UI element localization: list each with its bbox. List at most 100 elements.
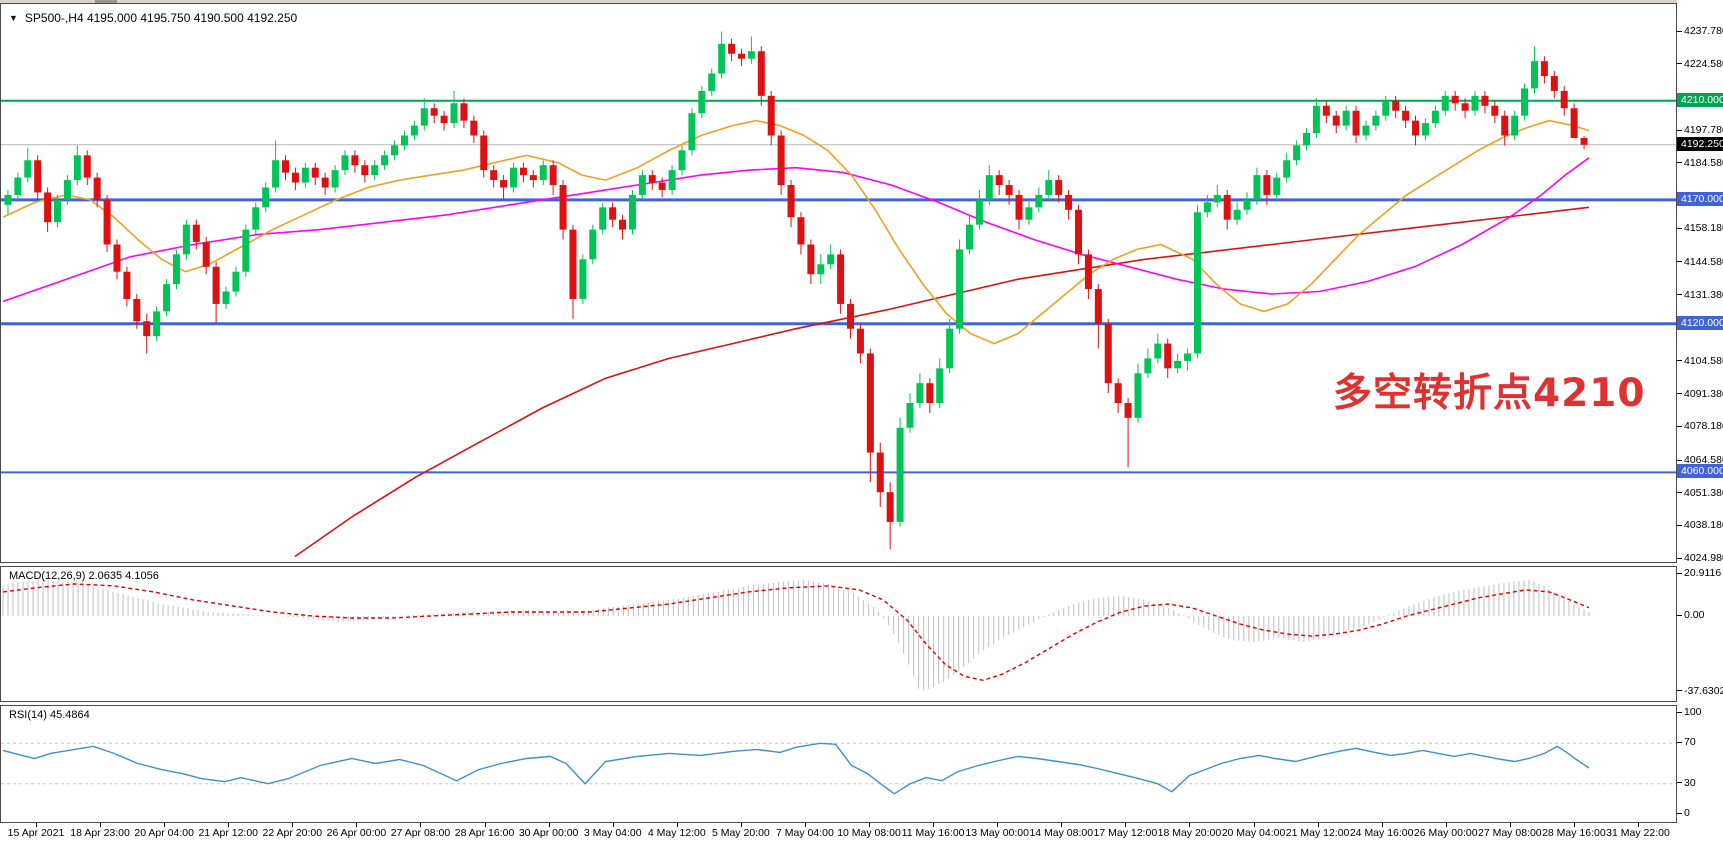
time-tick-label: 22 Apr 20:00	[262, 827, 323, 839]
time-tick	[548, 823, 550, 827]
time-tick	[292, 823, 294, 827]
macd-tick-label-tick	[1677, 614, 1682, 616]
price-tick-label: 4197.780	[1684, 124, 1723, 137]
time-tick-label: 28 May 16:00	[1542, 827, 1606, 839]
rsi-label: RSI(14) 45.4864	[9, 709, 90, 721]
time-tick	[1253, 823, 1255, 827]
macd-label: MACD(12,26,9) 2.0635 4.1056	[9, 570, 159, 582]
macd-panel[interactable]: MACD(12,26,9) 2.0635 4.1056	[0, 566, 1677, 702]
main-chart-panel[interactable]: ▼ SP500-,H4 4195.000 4195.750 4190.500 41…	[0, 3, 1677, 563]
time-tick	[164, 823, 166, 827]
price-tick-label-tick	[1677, 129, 1682, 131]
rsi-tick-label: 70	[1684, 736, 1696, 749]
price-tick-label-tick	[1677, 294, 1682, 296]
time-tick-label: 7 May 04:00	[776, 827, 834, 839]
time-tick-label: 14 May 08:00	[1029, 827, 1094, 839]
price-tick-label: 4237.780	[1684, 25, 1723, 37]
time-tick	[1445, 823, 1447, 827]
price-tick-label: 4104.580	[1684, 354, 1723, 367]
time-tick	[1638, 823, 1639, 827]
time-tick-label: 11 May 16:00	[901, 827, 965, 839]
time-tick	[933, 823, 935, 827]
price-tick-label: 4184.580	[1684, 156, 1723, 169]
time-tick	[1381, 823, 1383, 827]
rsi-tick-label-tick	[1677, 711, 1682, 713]
time-tick-label: 4 May 12:00	[647, 827, 706, 839]
time-tick-label: 27 Apr 08:00	[390, 827, 451, 839]
time-tick	[1125, 823, 1127, 827]
time-tick-label: 13 May 00:00	[965, 827, 1029, 839]
price-badge-4060.000: 4060.000	[1677, 464, 1723, 479]
symbol-info: ▼ SP500-,H4 4195.000 4195.750 4190.500 41…	[9, 11, 297, 25]
macd-tick-label: -37.6302	[1684, 684, 1723, 697]
price-tick-label: 4144.580	[1684, 255, 1723, 268]
price-tick-label: 4224.580	[1684, 57, 1723, 70]
macd-tick-label-tick	[1677, 690, 1682, 692]
time-tick-label: 3 May 04:00	[583, 827, 642, 839]
time-tick	[100, 823, 102, 827]
price-tick-label-tick	[1677, 557, 1682, 559]
price-axis[interactable]: 4237.780 4224.580 4197.780 4184.580 4158.180…	[1677, 0, 1723, 823]
macd-tick-label-tick	[1677, 572, 1682, 574]
time-tick	[36, 823, 37, 827]
price-tick-label-tick	[1677, 162, 1682, 164]
time-tick	[1061, 823, 1063, 827]
macd-tick-label: 20.9116	[1684, 567, 1722, 579]
candlestick-plot[interactable]	[1, 4, 1676, 562]
price-badge-4210.000: 4210.000	[1677, 92, 1723, 107]
time-tick-label: 26 May 00:00	[1413, 827, 1478, 839]
time-tick	[997, 823, 999, 827]
time-tick-label: 18 Apr 23:00	[70, 827, 130, 839]
time-tick	[804, 823, 806, 827]
price-tick-label: 4158.180	[1684, 222, 1723, 235]
price-tick-label-tick	[1677, 393, 1682, 395]
price-tick-label-tick	[1677, 227, 1682, 229]
time-tick	[676, 823, 678, 827]
time-tick-label: 31 May 22:00	[1606, 827, 1670, 839]
symbol-ohlc-text: SP500-,H4 4195.000 4195.750 4190.500 419…	[24, 11, 298, 25]
price-tick-label: 4051.380	[1684, 486, 1723, 499]
time-tick-label: 30 Apr 00:00	[518, 827, 579, 839]
time-tick-label: 27 May 08:00	[1478, 827, 1542, 839]
window-top-edge	[0, 0, 1723, 3]
time-axis[interactable]: 15 Apr 2021 18 Apr 23:00 20 Apr 04:00 21 Ap…	[0, 823, 1723, 841]
price-tick-label-tick	[1677, 425, 1682, 427]
time-tick-label: 5 May 20:00	[711, 827, 770, 839]
rsi-tick-label-tick	[1677, 812, 1682, 814]
price-tick-label-tick	[1677, 360, 1682, 362]
time-tick-label: 24 May 16:00	[1349, 827, 1414, 839]
price-tick-label-tick	[1677, 63, 1682, 65]
time-tick-label: 18 May 20:00	[1157, 827, 1222, 839]
time-tick	[740, 823, 742, 827]
time-tick	[484, 823, 486, 827]
price-badge-4192.250: 4192.250	[1677, 136, 1723, 151]
price-tick-label: 4064.580	[1684, 454, 1723, 467]
chevron-down-icon[interactable]: ▼	[9, 13, 18, 23]
time-tick-label: 17 May 12:00	[1093, 827, 1158, 839]
price-tick-label-tick	[1677, 492, 1682, 494]
rsi-plot	[1, 742, 1676, 795]
macd-plot	[2, 579, 1590, 691]
rsi-tick-label-tick	[1677, 741, 1682, 743]
rsi-tick-label: 0	[1684, 807, 1690, 819]
time-tick-label: 20 Apr 04:00	[134, 827, 194, 839]
time-tick	[356, 823, 358, 827]
time-tick	[869, 823, 871, 827]
time-tick-label: 10 May 08:00	[837, 827, 901, 839]
price-tick-label-tick	[1677, 261, 1682, 263]
time-tick-label: 26 Apr 00:00	[326, 827, 387, 839]
annotation-text: 多空转折点4210	[1333, 371, 1646, 416]
price-tick-label: 4078.180	[1684, 420, 1723, 433]
price-badge-4170.000: 4170.000	[1677, 191, 1723, 206]
rsi-tick-label: 30	[1684, 776, 1696, 789]
time-tick-label: 15 Apr 2021	[7, 827, 65, 839]
price-tick-label: 4038.180	[1684, 519, 1723, 532]
time-tick-label: 21 Apr 12:00	[198, 827, 259, 839]
rsi-tick-label-tick	[1677, 782, 1682, 784]
price-tick-label-tick	[1677, 524, 1682, 526]
macd-tick-label: 0.00	[1684, 609, 1705, 621]
time-tick-label: 21 May 12:00	[1285, 827, 1350, 839]
rsi-panel[interactable]: RSI(14) 45.4864	[0, 705, 1677, 823]
time-tick	[1509, 823, 1511, 827]
